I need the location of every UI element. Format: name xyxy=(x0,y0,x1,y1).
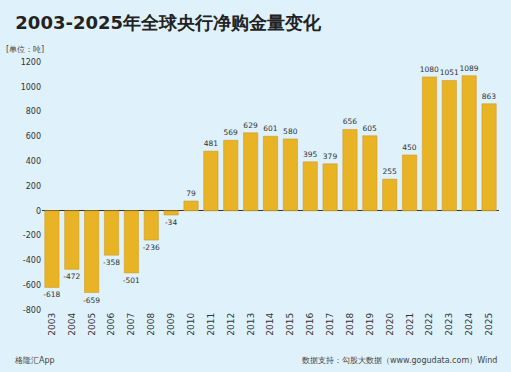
svg-text:2006: 2006 xyxy=(106,313,116,336)
svg-text:2022: 2022 xyxy=(424,313,434,336)
svg-text:-618: -618 xyxy=(43,290,60,299)
svg-text:2007: 2007 xyxy=(126,313,136,336)
svg-text:2013: 2013 xyxy=(246,313,256,336)
svg-text:79: 79 xyxy=(186,189,196,198)
svg-text:569: 569 xyxy=(223,128,238,137)
svg-text:481: 481 xyxy=(204,139,219,148)
svg-text:2020: 2020 xyxy=(385,313,395,336)
svg-text:2011: 2011 xyxy=(206,313,216,336)
svg-text:629: 629 xyxy=(243,121,258,130)
svg-text:2010: 2010 xyxy=(186,313,196,336)
svg-text:-659: -659 xyxy=(83,296,100,305)
svg-text:2023: 2023 xyxy=(444,313,454,336)
svg-text:1200: 1200 xyxy=(21,58,41,67)
svg-text:580: 580 xyxy=(283,127,298,136)
svg-text:2025: 2025 xyxy=(484,313,494,336)
svg-text:450: 450 xyxy=(402,143,417,152)
svg-text:2018: 2018 xyxy=(345,313,355,336)
svg-text:400: 400 xyxy=(26,157,41,166)
svg-text:2024: 2024 xyxy=(464,313,474,336)
svg-text:379: 379 xyxy=(323,152,338,161)
svg-text:395: 395 xyxy=(303,150,318,159)
svg-text:-400: -400 xyxy=(23,256,41,265)
svg-text:2009: 2009 xyxy=(166,313,176,336)
svg-text:255: 255 xyxy=(382,167,397,176)
svg-text:2003: 2003 xyxy=(47,313,57,336)
svg-text:-236: -236 xyxy=(143,243,160,252)
svg-text:2016: 2016 xyxy=(305,313,315,336)
svg-text:-34: -34 xyxy=(165,218,177,227)
svg-text:数据支持：勾股大数据（www.gogudata.com）Wi: 数据支持：勾股大数据（www.gogudata.com）Wind xyxy=(302,356,497,365)
svg-text:[单位：吨]: [单位：吨] xyxy=(6,45,44,54)
svg-text:2017: 2017 xyxy=(325,313,335,336)
svg-text:2021: 2021 xyxy=(405,313,415,336)
svg-text:1000: 1000 xyxy=(21,83,41,92)
svg-text:1080: 1080 xyxy=(420,65,439,74)
svg-text:605: 605 xyxy=(363,124,378,133)
svg-text:-472: -472 xyxy=(63,272,80,281)
svg-text:1051: 1051 xyxy=(440,68,459,77)
svg-text:-200: -200 xyxy=(23,231,41,240)
svg-text:863: 863 xyxy=(482,92,497,101)
svg-text:2008: 2008 xyxy=(146,313,156,336)
svg-text:600: 600 xyxy=(26,132,41,141)
svg-text:2005: 2005 xyxy=(87,313,97,336)
svg-text:800: 800 xyxy=(26,107,41,116)
svg-text:-358: -358 xyxy=(103,258,120,267)
svg-text:-800: -800 xyxy=(23,306,41,315)
svg-text:1089: 1089 xyxy=(460,64,479,73)
svg-text:200: 200 xyxy=(26,182,41,191)
svg-text:-501: -501 xyxy=(123,276,140,285)
svg-text:2014: 2014 xyxy=(265,313,275,336)
svg-text:601: 601 xyxy=(263,124,278,133)
svg-text:格隆汇App: 格隆汇App xyxy=(14,356,55,365)
svg-text:2012: 2012 xyxy=(226,313,236,336)
svg-text:0: 0 xyxy=(36,207,41,216)
svg-text:2015: 2015 xyxy=(285,313,295,336)
svg-text:2019: 2019 xyxy=(365,313,375,336)
svg-text:2004: 2004 xyxy=(67,313,77,336)
svg-text:2003-2025年全球央行净购金量变化: 2003-2025年全球央行净购金量变化 xyxy=(15,12,322,33)
svg-text:-600: -600 xyxy=(23,281,41,290)
svg-text:656: 656 xyxy=(343,117,358,126)
